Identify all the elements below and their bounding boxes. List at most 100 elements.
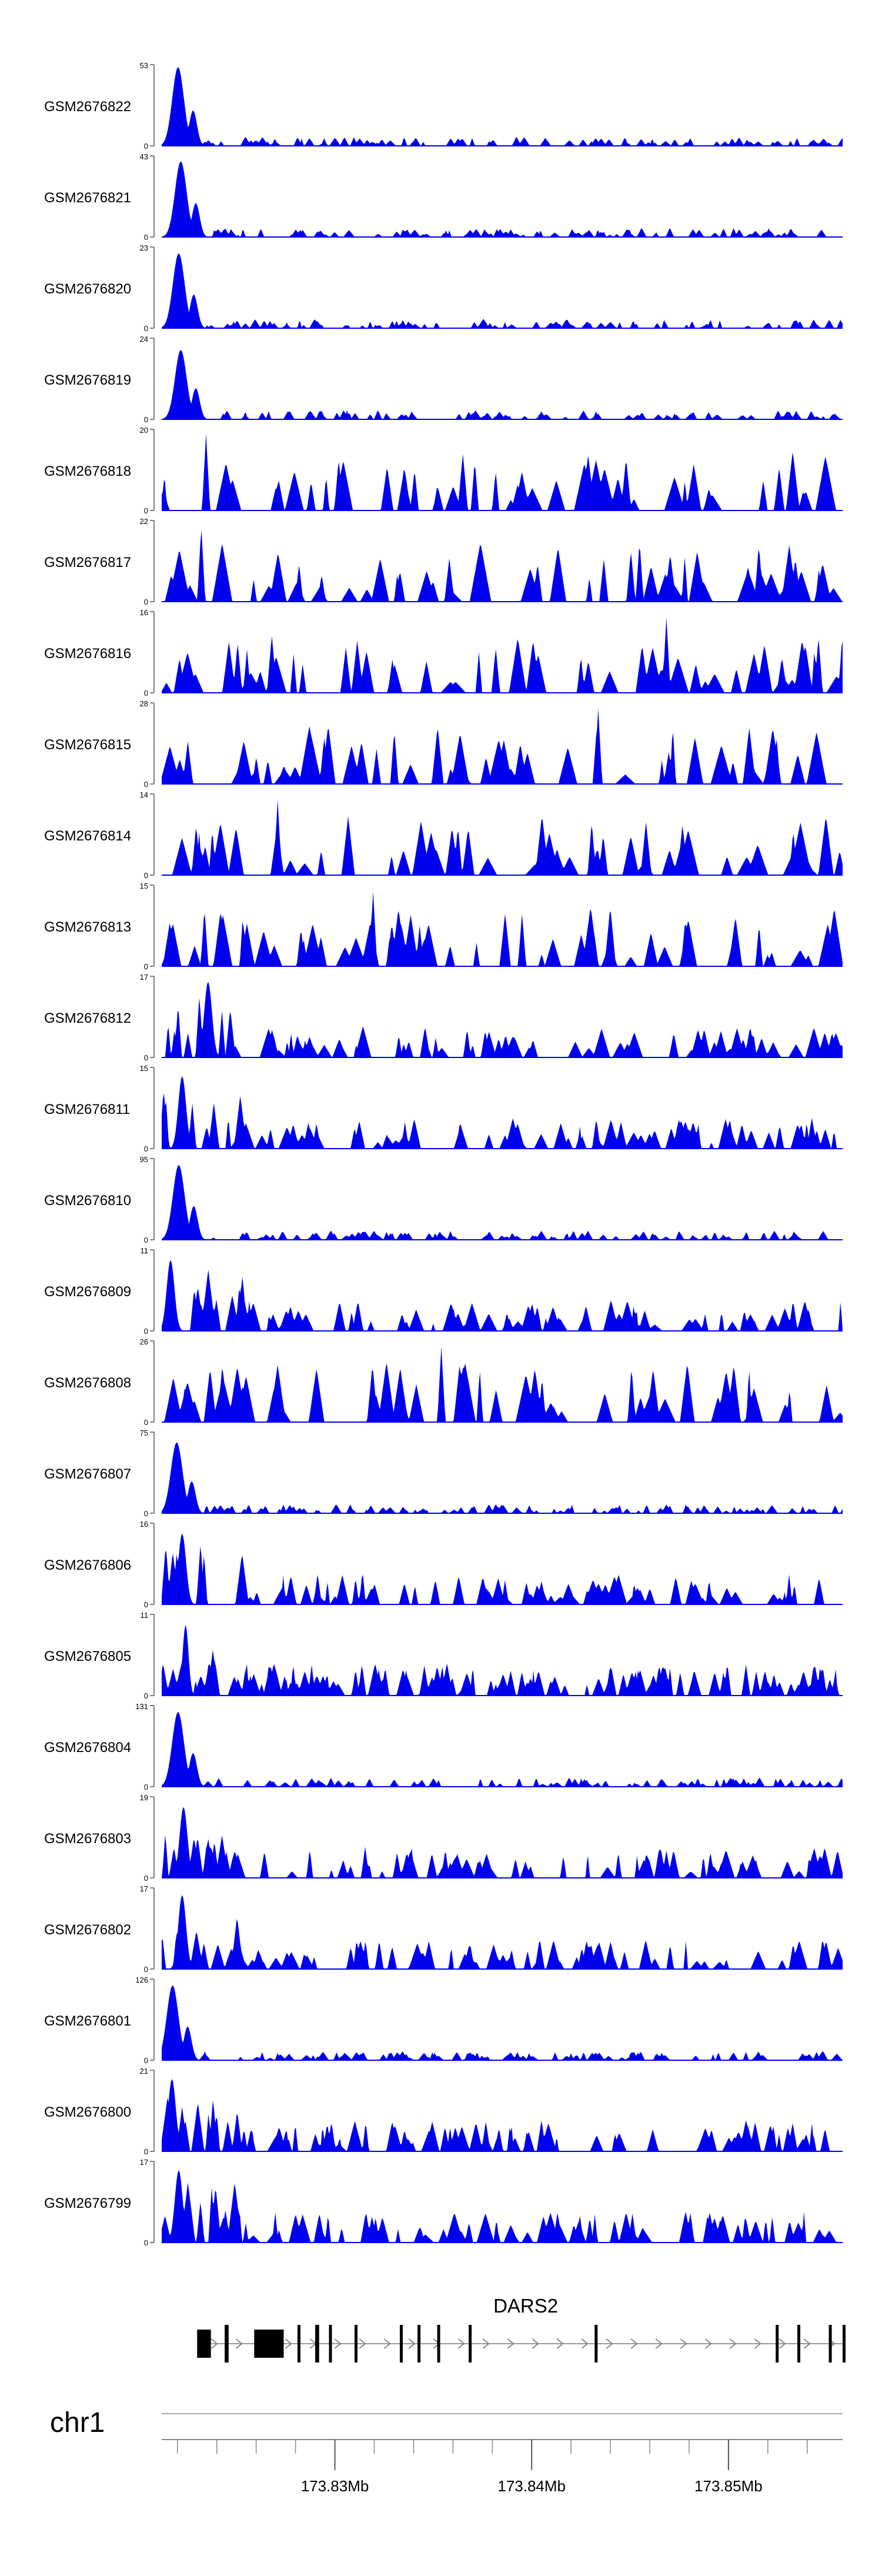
- track-GSM2676822: GSM2676822 53 0: [44, 61, 843, 151]
- track-label: GSM2676811: [44, 1102, 130, 1117]
- coverage-area: [162, 433, 843, 510]
- y-max-label: 17: [140, 2158, 148, 2167]
- strand-arrow: [211, 2338, 218, 2349]
- strand-arrow: [457, 2338, 465, 2349]
- track-GSM2676817: GSM2676817 22 0: [44, 517, 843, 606]
- track-label: GSM2676809: [44, 1284, 131, 1300]
- y-min-label: 0: [144, 598, 148, 606]
- gene-exon: [828, 2325, 832, 2363]
- gene-exon: [776, 2325, 779, 2363]
- strand-arrow: [754, 2338, 761, 2349]
- strand-arrow: [729, 2338, 737, 2349]
- y-max-label: 131: [135, 1702, 148, 1711]
- track-GSM2676819: GSM2676819 24 0: [44, 335, 843, 424]
- strand-arrow: [581, 2338, 589, 2349]
- y-max-label: 26: [140, 1337, 148, 1346]
- coverage-area: [162, 530, 843, 602]
- y-max-label: 20: [140, 426, 148, 435]
- y-max-label: 16: [140, 608, 148, 617]
- y-min-label: 0: [144, 506, 148, 515]
- track-label: GSM2676803: [44, 1831, 131, 1847]
- y-max-label: 95: [140, 1155, 148, 1164]
- strand-arrow: [235, 2338, 243, 2349]
- track-GSM2676821: GSM2676821 43 0: [44, 152, 843, 242]
- strand-arrow: [803, 2338, 811, 2349]
- coverage-area: [162, 708, 843, 784]
- track-label: GSM2676807: [44, 1466, 131, 1482]
- y-min-label: 0: [144, 689, 148, 698]
- track-label: GSM2676806: [44, 1557, 131, 1573]
- coverage-area: [162, 1260, 843, 1331]
- y-max-label: 43: [140, 152, 148, 161]
- gene-exon: [315, 2325, 319, 2363]
- coverage-area: [162, 1533, 843, 1604]
- track-GSM2676805: GSM2676805 11 0: [44, 1611, 843, 1700]
- strand-arrow: [680, 2338, 687, 2349]
- coverage-area: [162, 1895, 843, 1969]
- y-min-label: 0: [144, 962, 148, 971]
- track-GSM2676806: GSM2676806 16 0: [44, 1520, 843, 1609]
- y-min-label: 0: [144, 1509, 148, 1518]
- coverage-area: [162, 253, 843, 328]
- gene-exon: [225, 2325, 229, 2363]
- track-label: GSM2676804: [44, 1740, 131, 1756]
- track-label: GSM2676821: [44, 190, 131, 206]
- coverage-area: [162, 2170, 843, 2243]
- gene-label: DARS2: [493, 2295, 558, 2317]
- coverage-area: [162, 67, 843, 146]
- y-min-label: 0: [144, 233, 148, 242]
- gene-exon: [797, 2325, 801, 2363]
- track-GSM2676808: GSM2676808 26 0: [44, 1337, 843, 1427]
- strand-arrow: [556, 2338, 564, 2349]
- strand-arrow: [285, 2338, 292, 2349]
- y-min-label: 0: [144, 1965, 148, 1974]
- coverage-area: [162, 1164, 843, 1240]
- track-GSM2676813: GSM2676813 15 0: [44, 882, 843, 971]
- track-label: GSM2676801: [44, 2013, 131, 2029]
- track-GSM2676809: GSM2676809 11 0: [44, 1246, 843, 1336]
- strand-arrow: [606, 2338, 613, 2349]
- gene-exon: [197, 2330, 211, 2358]
- gene-annotation-track: DARS2: [197, 2295, 846, 2363]
- coverage-area: [162, 891, 843, 966]
- gene-exon: [254, 2330, 284, 2358]
- coverage-area: [162, 1442, 843, 1513]
- y-max-label: 23: [140, 243, 148, 252]
- track-GSM2676807: GSM2676807 75 0: [44, 1429, 843, 1518]
- track-label: GSM2676817: [44, 555, 131, 570]
- track-GSM2676802: GSM2676802 17 0: [44, 1884, 843, 1974]
- y-max-label: 75: [140, 1429, 148, 1437]
- strand-arrow: [334, 2338, 342, 2349]
- track-GSM2676815: GSM2676815 28 0: [44, 699, 843, 789]
- y-min-label: 0: [144, 780, 148, 789]
- gene-exon: [354, 2325, 358, 2363]
- strand-arrow: [482, 2338, 490, 2349]
- y-min-label: 0: [144, 1236, 148, 1244]
- track-label: GSM2676808: [44, 1375, 131, 1391]
- y-min-label: 0: [144, 1783, 148, 1791]
- y-min-label: 0: [144, 2056, 148, 2065]
- y-max-label: 53: [140, 61, 148, 70]
- track-label: GSM2676814: [44, 828, 131, 844]
- coverage-area: [162, 1807, 843, 1878]
- y-min-label: 0: [144, 1418, 148, 1427]
- track-label: GSM2676815: [44, 737, 131, 753]
- gene-exon: [399, 2325, 403, 2363]
- gene-exon: [437, 2325, 440, 2363]
- track-label: GSM2676800: [44, 2104, 131, 2120]
- track-GSM2676818: GSM2676818 20 0: [44, 426, 843, 515]
- track-GSM2676804: GSM2676804 131 0: [44, 1702, 843, 1791]
- coverage-area: [162, 1986, 843, 2060]
- y-min-label: 0: [144, 2147, 148, 2156]
- strand-arrow: [630, 2338, 638, 2349]
- track-label: GSM2676805: [44, 1649, 131, 1664]
- coverage-area: [162, 1712, 843, 1787]
- track-GSM2676811: GSM2676811 15 0: [44, 1064, 843, 1153]
- track-GSM2676800: GSM2676800 21 0: [44, 2067, 843, 2156]
- y-max-label: 24: [140, 335, 148, 343]
- y-min-label: 0: [144, 1053, 148, 1062]
- y-max-label: 17: [140, 973, 148, 982]
- track-label: GSM2676802: [44, 1922, 131, 1938]
- y-max-label: 16: [140, 1520, 148, 1529]
- coverage-area: [162, 617, 843, 693]
